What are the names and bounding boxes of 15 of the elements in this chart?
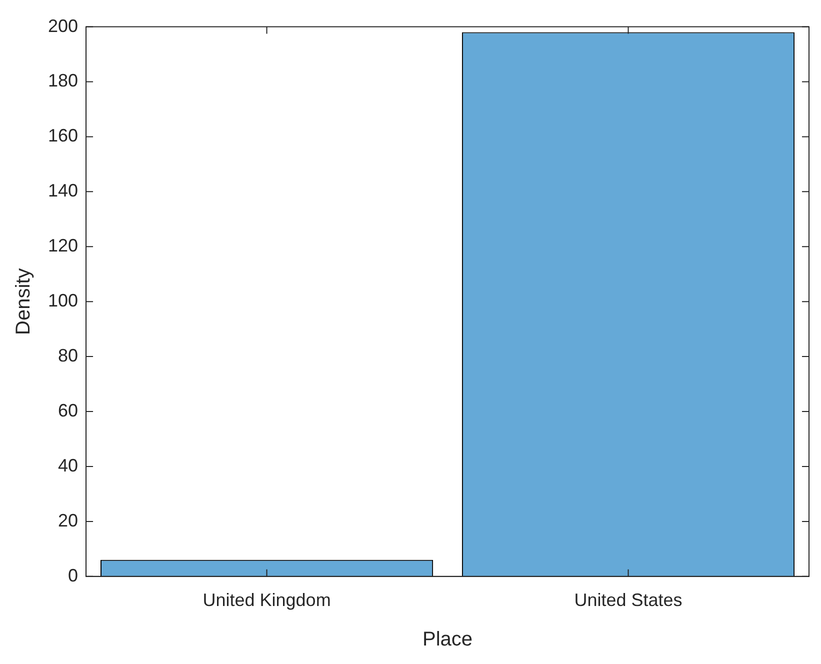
y-tick-label: 80 xyxy=(58,346,78,366)
y-tick-label: 120 xyxy=(48,236,78,256)
y-tick-label: 20 xyxy=(58,510,78,530)
y-tick-label: 180 xyxy=(48,70,78,91)
y-tick-label: 40 xyxy=(58,455,78,476)
y-tick-label: 0 xyxy=(68,565,78,586)
x-tick-label: United States xyxy=(574,590,682,610)
y-tick-label: 60 xyxy=(58,400,78,420)
x-axis-title: Place xyxy=(422,628,473,651)
y-axis-title: Density xyxy=(12,268,35,335)
y-tick-label: 160 xyxy=(48,126,78,146)
y-tick-label: 140 xyxy=(48,180,78,201)
y-tick-label: 100 xyxy=(48,290,78,311)
y-tick-label: 200 xyxy=(48,16,78,36)
x-tick-label: United Kingdom xyxy=(202,590,331,610)
